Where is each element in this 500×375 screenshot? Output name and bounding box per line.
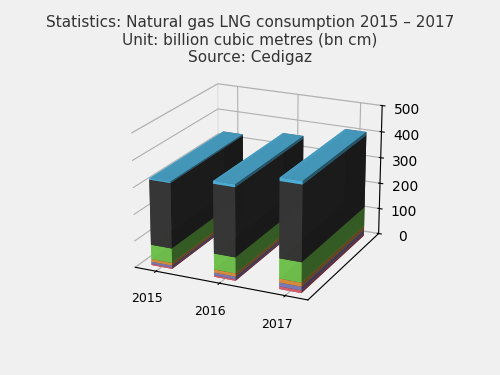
Text: Statistics: Natural gas LNG consumption 2015 – 2017
Unit: billion cubic metres (: Statistics: Natural gas LNG consumption … [46,15,454,65]
